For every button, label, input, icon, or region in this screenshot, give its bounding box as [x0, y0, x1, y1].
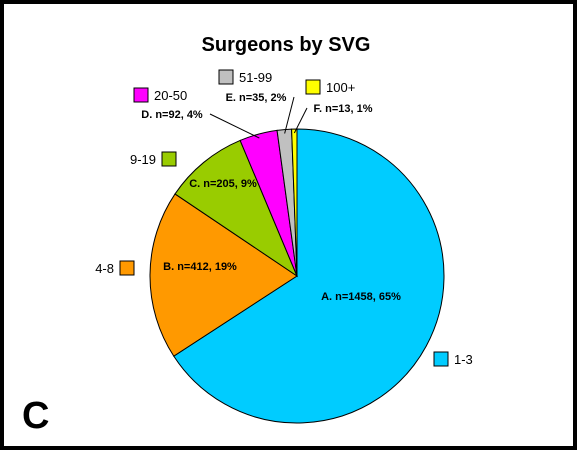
legend-label-a: 1-3	[454, 352, 473, 367]
panel-letter: C	[22, 395, 49, 437]
legend-swatch-c	[161, 151, 177, 167]
slice-label-c: C. n=205, 9%	[189, 178, 257, 190]
pie-slices	[149, 128, 445, 424]
slice-label-d: D. n=92, 4%	[141, 109, 203, 121]
pie-slice-b	[149, 193, 298, 357]
pie-slice-c	[174, 139, 299, 278]
pie-chart: Surgeons by SVG A. n=1458, 65% B. n=412, …	[22, 34, 473, 437]
legend-label-b: 4-8	[95, 261, 114, 276]
chart-title: Surgeons by SVG	[202, 34, 371, 56]
slice-label-a: A. n=1458, 65%	[321, 291, 401, 303]
pie-slice-a	[173, 128, 445, 424]
legend-label-d: 20-50	[154, 88, 187, 103]
legend-swatch-f	[305, 79, 321, 95]
legend-swatch-d	[133, 87, 149, 103]
slice-labels: A. n=1458, 65% B. n=412, 19% C. n=205, 9% D…	[141, 92, 401, 303]
slice-label-e: E. n=35, 2%	[226, 92, 287, 104]
legend-swatch-e	[218, 69, 234, 85]
legend-label-e: 51-99	[239, 70, 272, 85]
legend-swatch-b	[119, 260, 135, 276]
category-legend: 1-3 4-8 9-19 20-50 51-99 100+	[95, 69, 473, 367]
slice-label-f: F. n=13, 1%	[313, 103, 372, 115]
slice-label-b: B. n=412, 19%	[163, 261, 237, 273]
chart-frame: Surgeons by SVG A. n=1458, 65% B. n=412, …	[4, 4, 573, 446]
leader-line-d	[209, 113, 260, 139]
legend-swatch-a	[433, 351, 449, 367]
leader-line-f	[293, 107, 308, 134]
leader-lines	[209, 96, 308, 139]
leader-line-e	[284, 96, 295, 134]
legend-label-f: 100+	[326, 80, 355, 95]
legend-label-c: 9-19	[130, 152, 156, 167]
pie-slice-f	[291, 128, 298, 277]
